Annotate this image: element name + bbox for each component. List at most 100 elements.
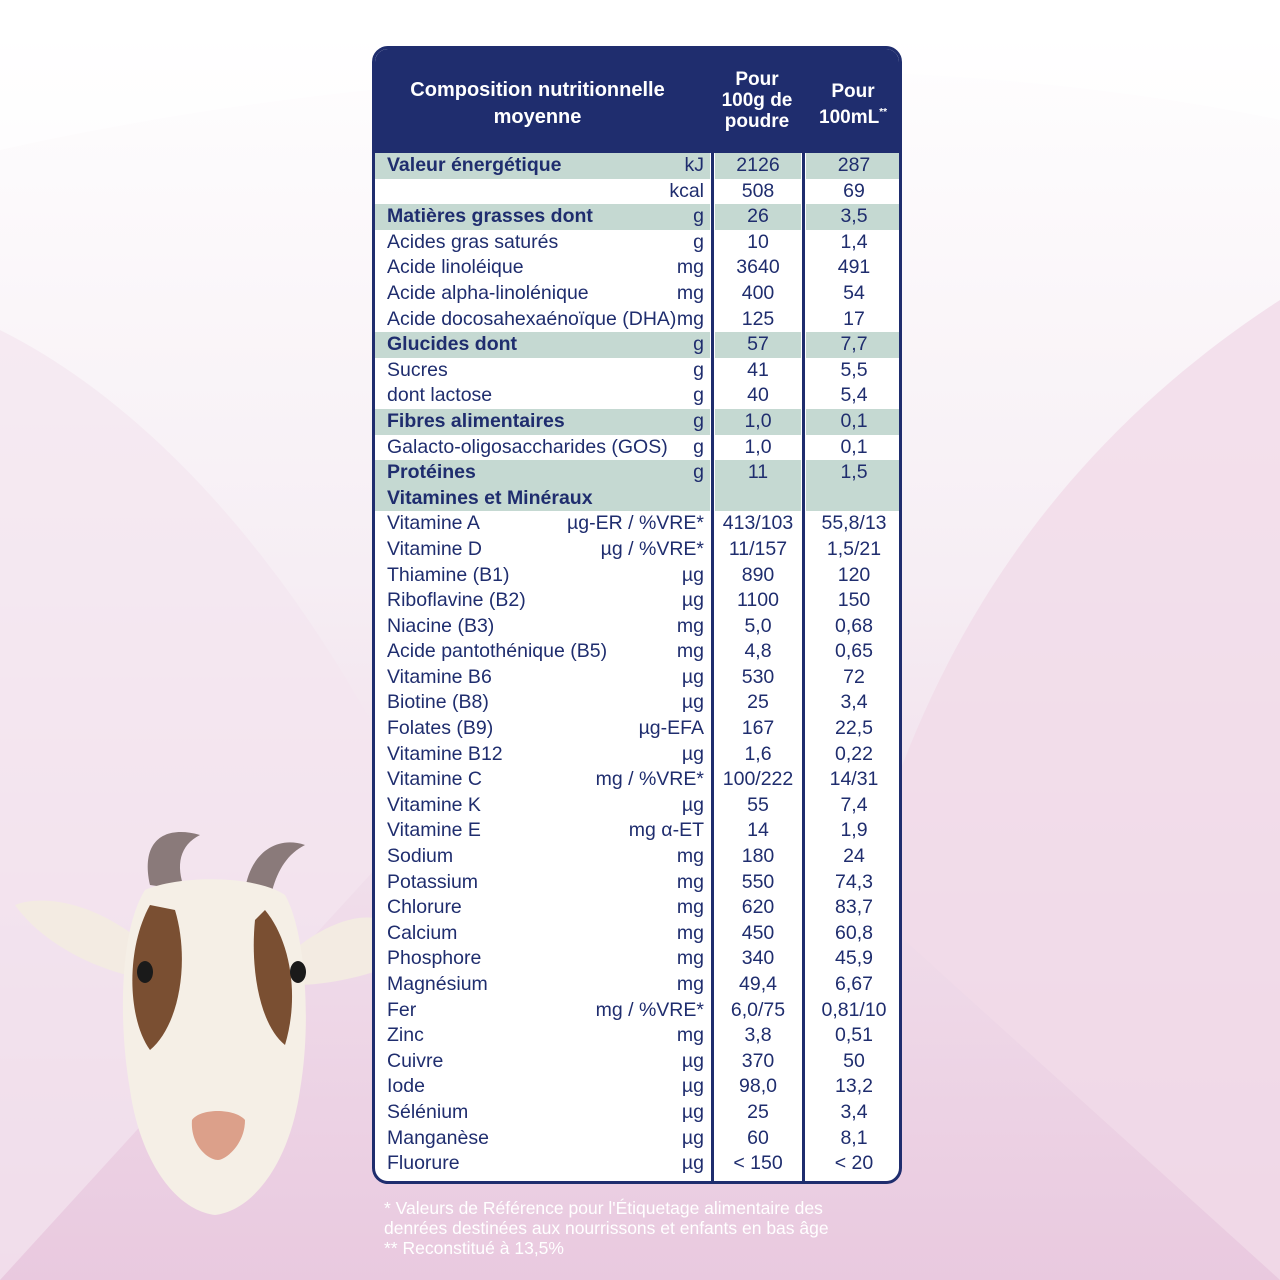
nutrient-unit: g [693, 205, 704, 228]
nutrient-unit: mg [676, 1024, 704, 1047]
column-divider [711, 153, 714, 1181]
table-row: Fibres alimentaires g 1,0 0,1 [375, 408, 899, 435]
value-per-100ml: 72 [843, 665, 865, 688]
value-per-100ml: 1,5/21 [826, 537, 882, 560]
row-label-cell: Vitamine B12 µg [375, 742, 710, 768]
nutrient-unit: mg [676, 640, 704, 663]
value-per-100ml-cell: 6,67 [806, 972, 899, 998]
value-per-100g-cell: 25 [715, 690, 801, 716]
value-per-100ml-cell: 3,4 [806, 690, 899, 716]
value-per-100g: 340 [741, 947, 775, 970]
value-per-100ml: 120 [837, 563, 871, 586]
row-label-cell: Fluorure µg [375, 1151, 710, 1177]
nutrient-label: Glucides dont [387, 333, 518, 356]
value-per-100ml-cell: 150 [806, 588, 899, 614]
value-per-100g-cell: 530 [715, 665, 801, 691]
value-per-100ml-cell: 3,5 [806, 204, 899, 230]
table-row: Acide linoléique mg 3640 491 [375, 255, 899, 281]
table-row: Acide docosahexaénoïque (DHA) mg 125 17 [375, 307, 899, 333]
value-per-100g: 57 [747, 333, 769, 356]
nutrient-label: Vitamine B12 [387, 742, 503, 765]
value-per-100ml-cell: 8,1 [806, 1126, 899, 1152]
value-per-100ml: 3,4 [840, 1100, 868, 1123]
value-per-100g-cell: 10 [715, 230, 801, 256]
nutrient-unit: mg [676, 281, 704, 304]
nutrient-unit: µg [681, 793, 704, 816]
row-label-cell: Acide pantothénique (B5) mg [375, 639, 710, 665]
value-per-100g-cell: 6,0/75 [715, 998, 801, 1024]
table-row: Sélénium µg 25 3,4 [375, 1100, 899, 1126]
value-per-100ml-cell: 55,8/13 [806, 511, 899, 537]
table-row: Phosphore mg 340 45,9 [375, 946, 899, 972]
row-label-cell: Zinc mg [375, 1023, 710, 1049]
value-per-100g-cell: 1,0 [715, 408, 801, 435]
table-row: Acide pantothénique (B5) mg 4,8 0,65 [375, 639, 899, 665]
value-per-100g: 60 [747, 1126, 769, 1149]
table-row: Vitamine B12 µg 1,6 0,22 [375, 742, 899, 768]
nutrient-label: Acide pantothénique (B5) [387, 640, 608, 663]
table-row: Iode µg 98,0 13,2 [375, 1074, 899, 1100]
table-row: Chlorure mg 620 83,7 [375, 895, 899, 921]
value-per-100ml-cell: 5,4 [806, 383, 899, 409]
value-per-100ml: 1,4 [840, 230, 868, 253]
nutrient-unit: mg [676, 845, 704, 868]
value-per-100ml: 0,65 [835, 640, 873, 663]
nutrient-label: Thiamine (B1) [387, 563, 510, 586]
value-per-100g-cell: 100/222 [715, 767, 801, 793]
value-per-100g: 1,0 [744, 409, 772, 432]
value-per-100ml: 22,5 [835, 717, 873, 740]
row-label-cell: Potassium mg [375, 870, 710, 896]
nutrient-unit: g [693, 435, 704, 458]
table-row: Folates (B9) µg-EFA 167 22,5 [375, 716, 899, 742]
table-row: Fluorure µg < 150 < 20 [375, 1151, 899, 1177]
value-per-100ml: 17 [843, 307, 865, 330]
value-per-100g-cell: < 150 [715, 1151, 801, 1177]
value-per-100ml: 60,8 [835, 921, 873, 944]
nutrient-unit: mg α-ET [628, 819, 704, 842]
value-per-100g-cell [715, 485, 801, 512]
row-label-cell: Niacine (B3) mg [375, 614, 710, 640]
value-per-100ml: 69 [843, 179, 865, 202]
value-per-100g: 125 [741, 307, 775, 330]
nutrient-unit: g [693, 333, 704, 356]
nutrient-label: Vitamine A [387, 512, 480, 535]
nutrient-label: Niacine (B3) [387, 614, 495, 637]
value-per-100ml-cell: 0,68 [806, 614, 899, 640]
value-per-100g: 2126 [736, 154, 780, 176]
value-per-100ml-cell: 22,5 [806, 716, 899, 742]
value-per-100g-cell: 125 [715, 307, 801, 333]
value-per-100ml: 14/31 [829, 768, 879, 791]
value-per-100ml: 74,3 [835, 870, 873, 893]
value-per-100g-cell: 620 [715, 895, 801, 921]
table-row: Matières grasses dont g 26 3,5 [375, 204, 899, 230]
table-row: Vitamine C mg / %VRE* 100/222 14/31 [375, 767, 899, 793]
value-per-100g-cell: 450 [715, 921, 801, 947]
value-per-100ml-cell: 1,5 [806, 460, 899, 486]
value-per-100g-cell: 890 [715, 563, 801, 589]
value-per-100g-cell: 340 [715, 946, 801, 972]
value-per-100g-cell: 508 [715, 179, 801, 205]
nutrient-label: Acide linoléique [387, 256, 524, 279]
table-row: Cuivre µg 370 50 [375, 1049, 899, 1075]
nutrient-label: Vitamine K [387, 793, 481, 816]
value-per-100g-cell: 14 [715, 818, 801, 844]
row-label-cell: Matières grasses dont g [375, 204, 710, 230]
value-per-100ml: 0,22 [835, 742, 873, 765]
value-per-100g: 400 [741, 281, 775, 304]
value-per-100ml: < 20 [834, 1152, 874, 1175]
table-body: Valeur énergétique kJ 2126 287 kcal 508 69 Mati… [375, 153, 899, 1177]
value-per-100ml: 7,4 [840, 793, 868, 816]
nutrient-unit: µg [681, 665, 704, 688]
header-col-per-100ml-label: Pour 100mL [819, 81, 880, 128]
value-per-100ml-cell: 0,81/10 [806, 998, 899, 1024]
nutrient-label: Calcium [387, 921, 458, 944]
table-row: Valeur énergétique kJ 2126 287 [375, 153, 899, 179]
nutrient-unit: g [693, 384, 704, 407]
table-header: Composition nutritionnelle moyenne Pour … [375, 49, 899, 153]
value-per-100g: 55 [747, 793, 769, 816]
nutrient-label: Protéines [387, 461, 476, 484]
value-per-100ml-cell: 1,9 [806, 818, 899, 844]
row-label-cell: Acide linoléique mg [375, 255, 710, 281]
nutrient-label: Galacto-oligosaccharides (GOS) [387, 435, 668, 458]
value-per-100g-cell: 57 [715, 332, 801, 358]
